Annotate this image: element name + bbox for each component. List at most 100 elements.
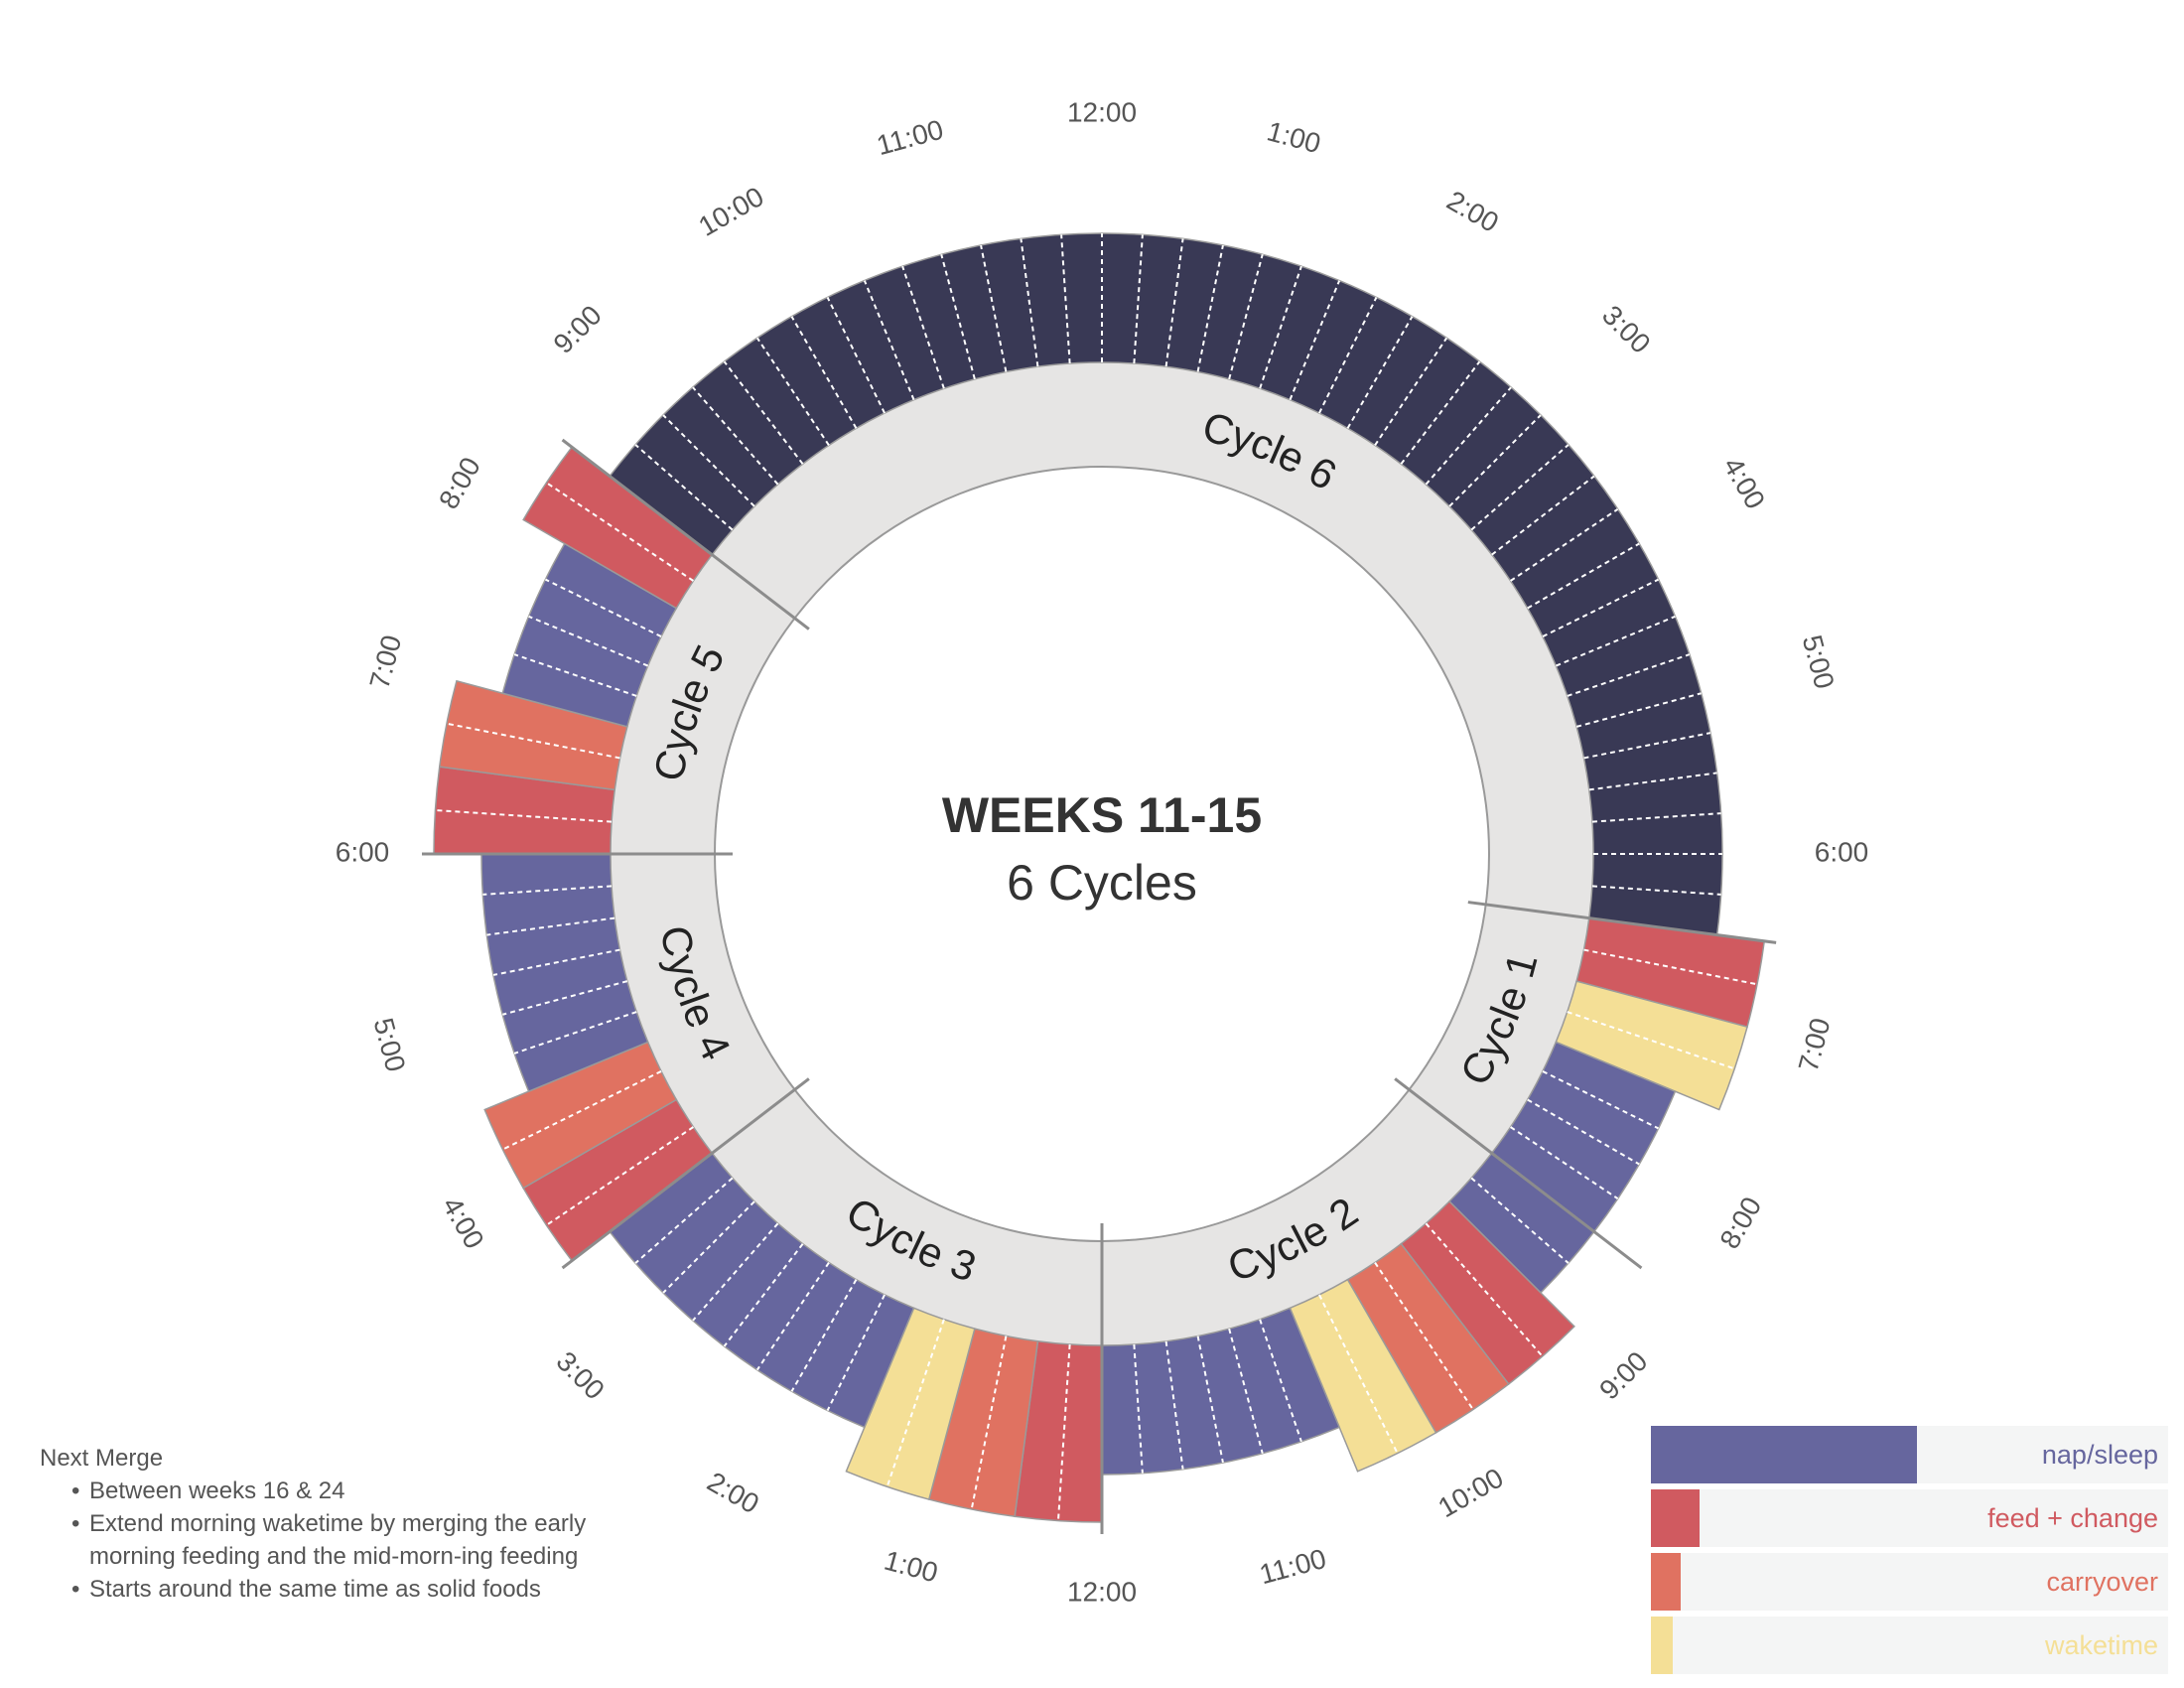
quarter-hour-divider	[545, 1126, 694, 1226]
center-title: WEEKS 11-15	[942, 787, 1262, 843]
quarter-hour-divider	[790, 316, 858, 429]
quarter-hour-divider	[1259, 1319, 1302, 1443]
legend-label: waketime	[2044, 1630, 2158, 1660]
cycle-boundary-line	[1394, 1077, 1643, 1270]
quarter-hour-divider	[790, 1279, 858, 1392]
quarter-hour-divider	[1056, 1343, 1071, 1521]
quarter-hour-divider	[755, 1262, 830, 1371]
hour-label: 2:00	[702, 1466, 764, 1519]
hour-label: 1:00	[881, 1545, 941, 1589]
quarter-hour-divider	[1164, 1340, 1184, 1470]
quarter-hour-divider	[1374, 1262, 1474, 1411]
quarter-hour-divider	[1196, 1336, 1224, 1464]
notes-item: Extend morning waketime by merging the e…	[71, 1507, 655, 1573]
cycle-ring	[611, 362, 1593, 1345]
quarter-hour-divider	[723, 1243, 804, 1347]
quarter-hour-divider	[901, 265, 945, 389]
quarter-hour-divider	[1448, 414, 1542, 507]
hour-label: 9:00	[547, 299, 607, 358]
hour-label: 10:00	[1433, 1462, 1508, 1523]
next-merge-notes: Next Merge Between weeks 16 & 24 Extend …	[40, 1442, 655, 1606]
hour-label: 8:00	[433, 452, 486, 514]
quarter-hour-divider	[513, 1011, 637, 1055]
legend-item-carryover: carryover	[1651, 1553, 2168, 1611]
hour-label: 8:00	[1713, 1192, 1767, 1254]
notes-item: Between weeks 16 & 24	[71, 1475, 655, 1507]
quarter-hour-divider	[501, 1070, 662, 1151]
legend-swatch	[1651, 1553, 1682, 1611]
legend-label: nap/sleep	[2041, 1440, 2158, 1470]
legend-swatch	[1651, 1489, 1700, 1547]
quarter-hour-divider	[970, 1336, 1008, 1510]
hour-label: 1:00	[1264, 115, 1324, 159]
quarter-hour-divider	[755, 337, 830, 446]
quarter-hour-divider	[980, 244, 1008, 372]
quarter-hour-divider	[940, 254, 976, 380]
quarter-hour-divider	[1289, 280, 1341, 401]
hour-label: 4:00	[437, 1192, 490, 1254]
hour-label: 7:00	[363, 632, 407, 692]
cycle-ring-band	[611, 362, 1593, 1345]
quarter-hour-divider	[1470, 1177, 1570, 1264]
hour-label: 10:00	[693, 181, 768, 242]
quarter-hour-divider	[513, 653, 637, 697]
hour-label: 6:00	[1815, 836, 1869, 867]
quarter-hour-divider	[1591, 885, 1721, 896]
cycle-boundary-line	[561, 1077, 810, 1270]
quarter-hour-divider	[692, 1222, 779, 1322]
quarter-hour-divider	[446, 722, 620, 760]
segment-night-sleep	[609, 232, 1723, 936]
quarter-hour-divider	[692, 386, 779, 486]
cycle-boundary-line	[1467, 901, 1777, 944]
quarter-hour-divider	[723, 360, 804, 465]
quarter-hour-divider	[634, 1177, 734, 1264]
hour-label: 11:00	[874, 114, 947, 162]
quarter-hour-divider	[528, 615, 649, 667]
quarter-hour-divider	[502, 980, 628, 1016]
quarter-hour-divider	[826, 1294, 886, 1411]
hour-label: 4:00	[1717, 452, 1771, 514]
notes-list: Between weeks 16 & 24 Extend morning wak…	[40, 1475, 655, 1606]
hour-label: 7:00	[1793, 1015, 1837, 1075]
cycle-ring-inner-edge	[714, 466, 1490, 1242]
quarter-hour-divider	[492, 948, 620, 976]
notes-item: Starts around the same time as solid foo…	[71, 1573, 655, 1606]
quarter-hour-divider	[1318, 1294, 1399, 1455]
quarter-hour-divider	[1567, 1011, 1735, 1070]
quarter-hour-divider	[1527, 1098, 1640, 1166]
notes-heading: Next Merge	[40, 1445, 164, 1472]
hour-label: 2:00	[1441, 185, 1504, 238]
hour-label: 6:00	[336, 836, 390, 867]
quarter-hour-divider	[1196, 244, 1224, 372]
quarter-hour-divider	[545, 482, 694, 582]
quarter-hour-divider	[1133, 234, 1144, 364]
quarter-hour-divider	[435, 808, 613, 823]
legend-item-waketime: waketime	[1651, 1617, 2168, 1674]
center-subtitle: 6 Cycles	[1007, 855, 1197, 911]
quarter-hour-divider	[1425, 1222, 1544, 1357]
quarter-hour-divider	[1425, 386, 1512, 486]
quarter-hour-divider	[1164, 238, 1184, 367]
quarter-hour-divider	[1583, 948, 1758, 986]
legend-swatch	[1651, 1426, 1918, 1483]
quarter-hour-divider	[1318, 297, 1378, 414]
quarter-hour-divider	[826, 297, 886, 414]
quarter-hour-divider	[1575, 692, 1702, 728]
quarter-hour-divider	[634, 444, 734, 531]
quarter-hour-divider	[482, 885, 613, 896]
quarter-hour-divider	[1491, 475, 1595, 556]
hour-label: 9:00	[1593, 1345, 1653, 1405]
hour-label: 5:00	[1797, 632, 1841, 692]
quarter-hour-divider	[1374, 337, 1448, 446]
legend: nap/sleep feed + change carryover waketi…	[1651, 1426, 2168, 1680]
quarter-hour-divider	[662, 1200, 755, 1294]
quarter-hour-divider	[1400, 360, 1481, 465]
quarter-hour-divider	[1060, 234, 1071, 364]
quarter-hour-divider	[886, 1319, 945, 1487]
quarter-hour-divider	[1259, 265, 1302, 389]
legend-item-feed-change: feed + change	[1651, 1489, 2168, 1547]
quarter-hour-divider	[486, 916, 615, 936]
quarter-hour-divider	[1020, 238, 1039, 367]
quarter-hour-divider	[863, 280, 915, 401]
